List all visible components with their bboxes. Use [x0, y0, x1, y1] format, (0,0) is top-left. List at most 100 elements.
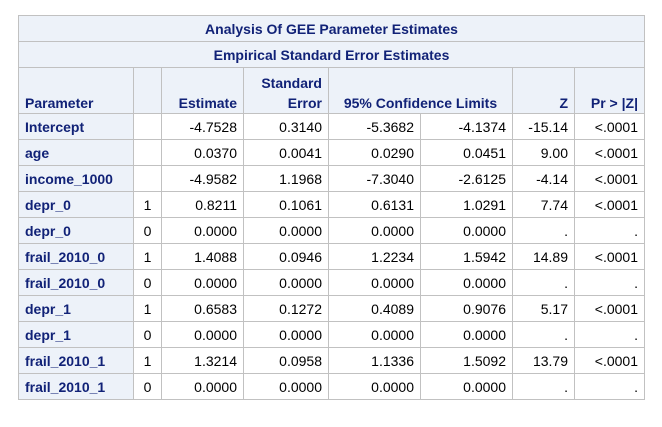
estimate-cell: 0.6583	[161, 295, 244, 322]
p-value-cell: .	[574, 269, 645, 296]
level-cell: 0	[133, 217, 162, 244]
level-cell: 0	[133, 269, 162, 296]
lower-limit-cell: 1.2234	[328, 243, 421, 270]
z-cell: .	[512, 373, 575, 400]
parameter-cell: depr_1	[18, 295, 134, 322]
p-value-cell: <.0001	[574, 347, 645, 374]
header-standard-error: Standard Error	[243, 67, 329, 114]
z-cell: 9.00	[512, 139, 575, 166]
parameter-cell: frail_2010_0	[18, 269, 134, 296]
lower-limit-cell: 0.4089	[328, 295, 421, 322]
std-error-cell: 0.0000	[243, 269, 329, 296]
z-cell: 5.17	[512, 295, 575, 322]
std-error-cell: 0.0958	[243, 347, 329, 374]
z-cell: -4.14	[512, 165, 575, 192]
estimate-cell: 0.0370	[161, 139, 244, 166]
parameter-cell: depr_1	[18, 321, 134, 348]
lower-limit-cell: 0.0000	[328, 269, 421, 296]
z-cell: 7.74	[512, 191, 575, 218]
level-cell	[133, 113, 162, 140]
level-cell: 0	[133, 321, 162, 348]
std-error-cell: 0.0000	[243, 373, 329, 400]
estimate-cell: -4.7528	[161, 113, 244, 140]
level-cell	[133, 165, 162, 192]
level-cell: 1	[133, 191, 162, 218]
lower-limit-cell: 0.0290	[328, 139, 421, 166]
header-p-value: Pr > |Z|	[574, 67, 645, 114]
lower-limit-cell: 0.0000	[328, 373, 421, 400]
table-row: Intercept -4.7528 0.3140 -5.3682 -4.1374 -15.…	[18, 113, 645, 140]
parameter-cell: Intercept	[18, 113, 134, 140]
table-row: age 0.0370 0.0041 0.0290 0.0451 9.00 <.0001	[18, 139, 645, 166]
p-value-cell: <.0001	[574, 113, 645, 140]
parameter-cell: age	[18, 139, 134, 166]
p-value-cell: <.0001	[574, 295, 645, 322]
estimate-cell: 1.3214	[161, 347, 244, 374]
upper-limit-cell: 0.0000	[420, 269, 513, 296]
upper-limit-cell: 0.9076	[420, 295, 513, 322]
std-error-cell: 1.1968	[243, 165, 329, 192]
upper-limit-cell: -2.6125	[420, 165, 513, 192]
std-error-cell: 0.0946	[243, 243, 329, 270]
z-cell: 14.89	[512, 243, 575, 270]
upper-limit-cell: -4.1374	[420, 113, 513, 140]
parameter-cell: depr_0	[18, 217, 134, 244]
p-value-cell: .	[574, 217, 645, 244]
level-cell: 0	[133, 373, 162, 400]
std-error-cell: 0.1272	[243, 295, 329, 322]
parameter-cell: frail_2010_0	[18, 243, 134, 270]
table-row: depr_0 0 0.0000 0.0000 0.0000 0.0000..	[18, 217, 645, 244]
lower-limit-cell: 0.0000	[328, 217, 421, 244]
parameter-cell: income_1000	[18, 165, 134, 192]
estimate-cell: 0.0000	[161, 321, 244, 348]
lower-limit-cell: 0.0000	[328, 321, 421, 348]
table-title: Analysis Of GEE Parameter Estimates	[18, 15, 645, 42]
estimate-cell: 0.0000	[161, 217, 244, 244]
estimate-cell: 0.0000	[161, 269, 244, 296]
parameter-cell: frail_2010_1	[18, 347, 134, 374]
table-row: frail_2010_1 0 0.0000 0.0000 0.0000 0.0000..	[18, 373, 645, 400]
level-cell: 1	[133, 243, 162, 270]
upper-limit-cell: 1.5942	[420, 243, 513, 270]
z-cell: -15.14	[512, 113, 575, 140]
p-value-cell: <.0001	[574, 191, 645, 218]
estimate-cell: 1.4088	[161, 243, 244, 270]
p-value-cell: .	[574, 373, 645, 400]
table-row: frail_2010_1 1 1.3214 0.0958 1.1336 1.5092 13.…	[18, 347, 645, 374]
table-row: depr_1 1 0.6583 0.1272 0.4089 0.9076 5.17 <.000…	[18, 295, 645, 322]
p-value-cell: .	[574, 321, 645, 348]
table-subtitle: Empirical Standard Error Estimates	[18, 41, 645, 68]
p-value-cell: <.0001	[574, 165, 645, 192]
upper-limit-cell: 1.5092	[420, 347, 513, 374]
upper-limit-cell: 0.0451	[420, 139, 513, 166]
header-confidence-limits: 95% Confidence Limits	[328, 67, 513, 114]
gee-parameter-table: Analysis Of GEE Parameter Estimates Empi…	[18, 15, 645, 400]
std-error-cell: 0.0000	[243, 217, 329, 244]
parameter-cell: frail_2010_1	[18, 373, 134, 400]
std-error-cell: 0.0041	[243, 139, 329, 166]
header-parameter: Parameter	[18, 67, 134, 114]
lower-limit-cell: 0.6131	[328, 191, 421, 218]
lower-limit-cell: -7.3040	[328, 165, 421, 192]
z-cell: .	[512, 321, 575, 348]
std-error-cell: 0.3140	[243, 113, 329, 140]
level-cell: 1	[133, 295, 162, 322]
table-row: income_1000 -4.9582 1.1968 -7.3040 -2.6125 -4…	[18, 165, 645, 192]
p-value-cell: <.0001	[574, 243, 645, 270]
level-cell	[133, 139, 162, 166]
table-row: depr_1 0 0.0000 0.0000 0.0000 0.0000..	[18, 321, 645, 348]
std-error-cell: 0.0000	[243, 321, 329, 348]
z-cell: .	[512, 269, 575, 296]
upper-limit-cell: 0.0000	[420, 373, 513, 400]
upper-limit-cell: 0.0000	[420, 321, 513, 348]
p-value-cell: <.0001	[574, 139, 645, 166]
parameter-cell: depr_0	[18, 191, 134, 218]
table-body: Intercept -4.7528 0.3140 -5.3682 -4.1374 -15.…	[18, 113, 645, 400]
header-standard-error-line1: Standard	[261, 75, 322, 91]
estimate-cell: 0.8211	[161, 191, 244, 218]
header-estimate: Estimate	[161, 67, 244, 114]
std-error-cell: 0.1061	[243, 191, 329, 218]
table-row: frail_2010_0 0 0.0000 0.0000 0.0000 0.0000..	[18, 269, 645, 296]
table-row: depr_0 1 0.8211 0.1061 0.6131 1.0291 7.74 <.000…	[18, 191, 645, 218]
upper-limit-cell: 1.0291	[420, 191, 513, 218]
